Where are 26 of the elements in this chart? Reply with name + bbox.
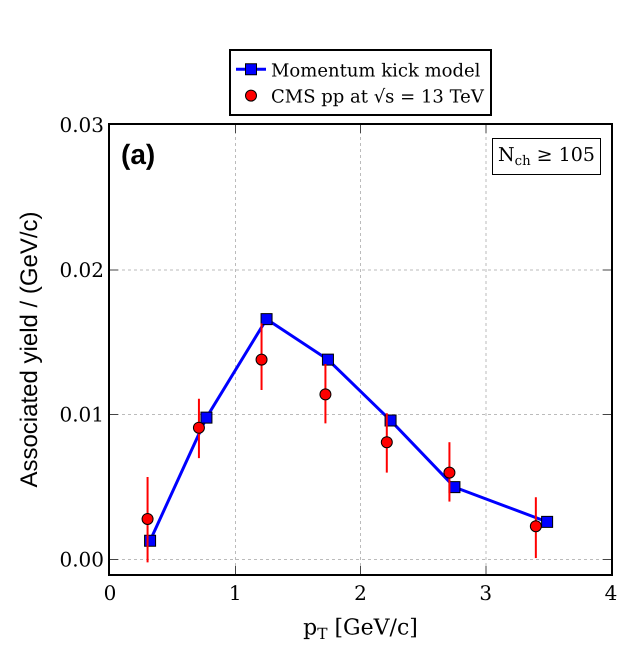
x-tick-label: 4: [604, 581, 618, 605]
y-axis-title: Associated yield / (GeV/c): [16, 211, 44, 488]
y-tick-label: 0.01: [59, 402, 104, 427]
legend-label: CMS pp at √s = 13 TeV: [271, 86, 485, 108]
point: [192, 422, 205, 434]
y-tick-label: 0.03: [59, 113, 104, 137]
point: [443, 466, 456, 479]
point: [256, 354, 268, 366]
x-tick-label: 2: [354, 581, 367, 605]
point: [319, 388, 332, 400]
point: [322, 354, 334, 366]
legend-label: Momentum kick model: [271, 60, 481, 82]
annotation: (a): [121, 139, 156, 170]
x-axis-title: p$_{T}$ [GeV/c]: [303, 615, 418, 644]
point: [142, 512, 154, 525]
point: [260, 313, 273, 326]
annotation: N$_{ch}$ ≥ 105: [498, 144, 595, 169]
y-tick-label: 0.00: [59, 548, 104, 572]
x-tick-label: 3: [479, 581, 492, 605]
y-tick-label: 0.02: [59, 258, 104, 282]
x-tick-label: 1: [228, 581, 242, 605]
point: [530, 520, 542, 532]
point: [380, 436, 393, 448]
point: [541, 516, 554, 528]
point: [200, 412, 212, 424]
x-tick-label: 0: [104, 581, 116, 605]
